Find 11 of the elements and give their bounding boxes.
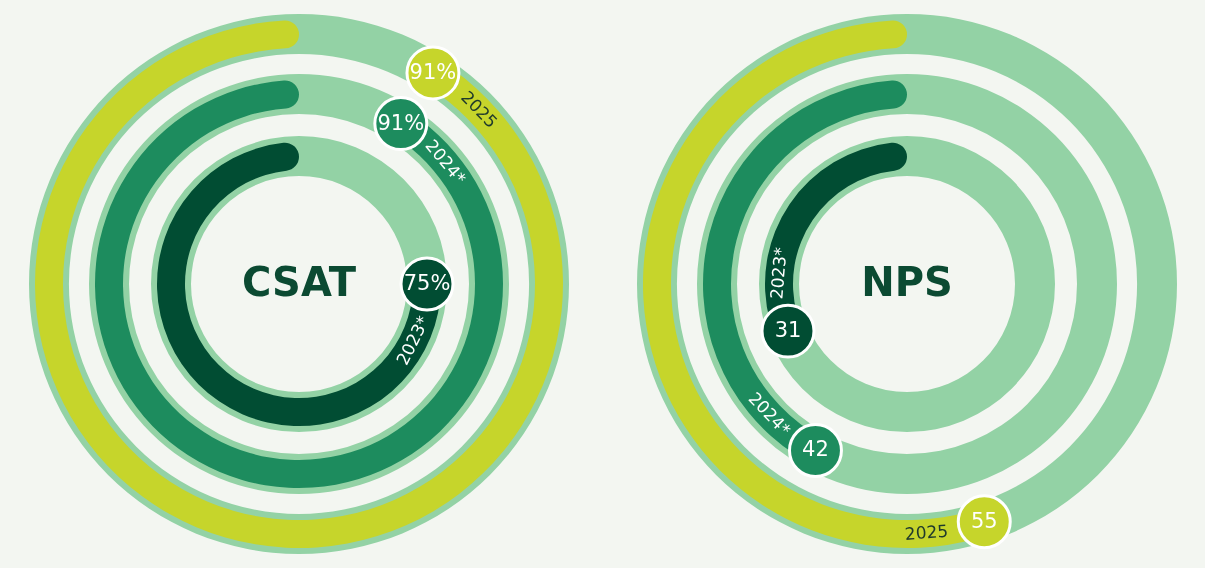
data-label: 55 xyxy=(970,508,998,533)
data-label: 31 xyxy=(774,318,802,343)
data-label: 91% xyxy=(409,59,457,84)
data-label: 91% xyxy=(377,110,425,135)
category-label: 2023* xyxy=(766,246,791,300)
data-label: 75% xyxy=(403,271,451,295)
text: CSAT xyxy=(241,259,357,305)
data-label: 42 xyxy=(802,437,829,462)
category-label: 2025 xyxy=(904,520,949,544)
text: NPS xyxy=(861,259,953,305)
category-label: 2023* xyxy=(392,312,434,369)
